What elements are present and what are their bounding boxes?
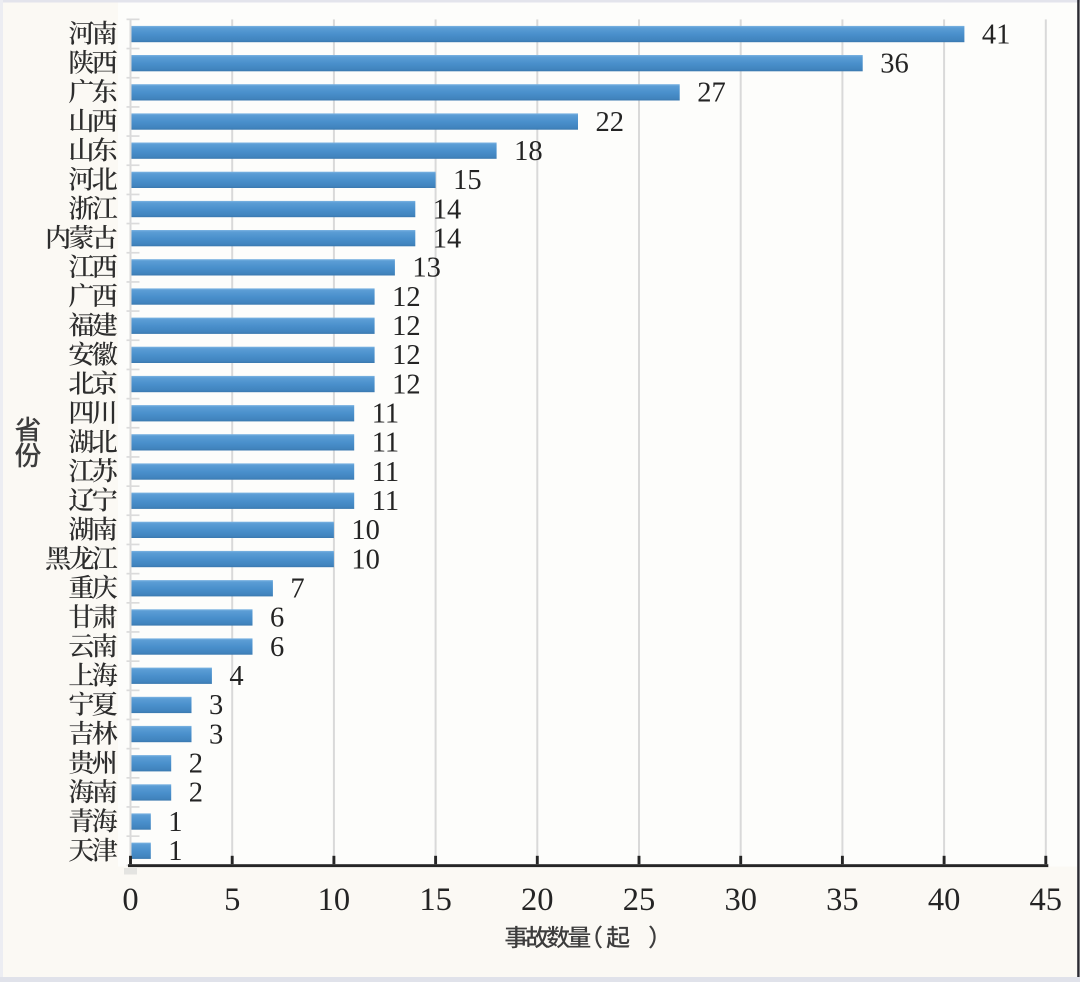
svg-text:20: 20 — [521, 882, 554, 918]
svg-text:1: 1 — [168, 836, 182, 867]
svg-text:12: 12 — [392, 369, 421, 400]
svg-text:41: 41 — [982, 19, 1011, 50]
svg-text:25: 25 — [623, 882, 656, 918]
svg-text:15: 15 — [419, 882, 452, 918]
svg-text:14: 14 — [433, 224, 462, 255]
svg-text:27: 27 — [697, 78, 726, 109]
svg-text:0: 0 — [122, 882, 138, 918]
svg-text:45: 45 — [1030, 882, 1063, 918]
svg-text:22: 22 — [596, 107, 625, 138]
svg-text:12: 12 — [392, 340, 421, 371]
svg-text:4: 4 — [229, 661, 243, 692]
svg-text:11: 11 — [372, 457, 399, 488]
svg-text:36: 36 — [880, 49, 909, 80]
svg-text:6: 6 — [270, 603, 284, 634]
svg-text:5: 5 — [224, 882, 240, 918]
svg-text:6: 6 — [270, 632, 284, 663]
svg-text:12: 12 — [392, 282, 421, 313]
svg-text:13: 13 — [412, 253, 441, 284]
svg-text:3: 3 — [209, 690, 223, 721]
svg-text:12: 12 — [392, 311, 421, 342]
svg-text:40: 40 — [928, 882, 961, 918]
svg-text:2: 2 — [189, 778, 203, 809]
svg-text:2: 2 — [189, 749, 203, 780]
svg-text:10: 10 — [351, 515, 380, 546]
svg-text:35: 35 — [826, 882, 859, 918]
svg-text:18: 18 — [514, 136, 543, 167]
svg-text:3: 3 — [209, 719, 223, 750]
svg-text:30: 30 — [724, 882, 757, 918]
svg-text:14: 14 — [433, 194, 462, 225]
svg-text:15: 15 — [453, 165, 482, 196]
svg-text:11: 11 — [372, 486, 399, 517]
svg-text:10: 10 — [318, 882, 351, 918]
svg-text:7: 7 — [290, 574, 304, 605]
svg-text:11: 11 — [372, 428, 399, 459]
svg-text:1: 1 — [168, 807, 182, 838]
svg-text:10: 10 — [351, 544, 380, 575]
svg-text:11: 11 — [372, 399, 399, 430]
